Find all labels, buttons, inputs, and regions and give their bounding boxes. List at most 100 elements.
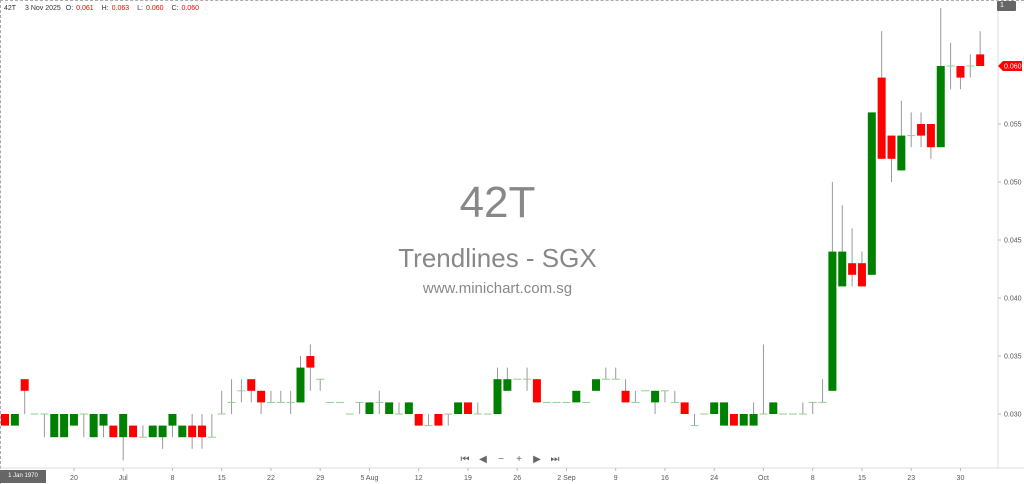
candle-down [109, 425, 118, 438]
go-last-button[interactable]: ⏭ [550, 454, 560, 465]
time-tick-label: 23 [907, 475, 915, 482]
candle-up [749, 414, 758, 426]
time-tick-label: Oct [758, 475, 769, 482]
zoom-out-button[interactable]: − [498, 454, 504, 465]
candle-up [651, 390, 660, 403]
candle-down [414, 414, 423, 426]
time-tick-label: 9 [614, 475, 618, 482]
scroll-left-button[interactable]: ◀ [479, 454, 487, 465]
candle-down [976, 54, 985, 66]
price-tick-label: 0.045 [1004, 238, 1022, 245]
candle-down [729, 414, 738, 426]
candle-up [572, 390, 581, 403]
crosshair-date-label: 1 Jan 1970 [0, 470, 46, 483]
candle-down [621, 390, 630, 403]
time-tick-label: 22 [267, 475, 275, 482]
candle-up [69, 414, 78, 426]
candle-down [877, 77, 886, 159]
time-tick-label: 26 [513, 475, 521, 482]
candle-up [828, 251, 837, 391]
time-tick-label: 20 [70, 475, 78, 482]
price-tick-label: 0.040 [1004, 296, 1022, 303]
candle-down [247, 379, 256, 391]
watermark-name: Trendlines - SGX [398, 243, 597, 273]
price-tick-label: 0.035 [1004, 354, 1022, 361]
candle-down [956, 66, 965, 78]
time-tick-label: 8 [170, 475, 174, 482]
candle-up [710, 402, 719, 414]
candle-up [493, 379, 502, 414]
candle-up [936, 66, 945, 148]
time-tick-label: 5 Aug [360, 475, 378, 482]
candle-down [198, 425, 206, 438]
candle-up [158, 425, 167, 438]
time-tick-label: 15 [218, 475, 226, 482]
candle-up [148, 425, 157, 438]
last-price-label: 0.060 [1004, 64, 1022, 71]
time-tick-label: 15 [858, 475, 866, 482]
time-tick-label: Jul [119, 475, 128, 482]
go-first-button[interactable]: ⏮ [460, 454, 470, 465]
price-tick-label: 0.050 [1004, 180, 1022, 187]
open-label: O: [65, 5, 74, 12]
candle-down [857, 263, 866, 287]
watermark-code: 42T [459, 178, 536, 227]
candle-up [178, 425, 187, 438]
time-tick-label: 19 [464, 475, 472, 482]
chart-navigation: ⏮ ◀ − + ▶ ⏭ [460, 454, 560, 465]
ohlc-info-bar: 42T 3 Nov 2025 O: 0.061 H: 0.063 L: 0.060 C… [4, 5, 205, 12]
candle-up [769, 402, 778, 414]
candle-up [739, 414, 748, 426]
time-tick-label: 29 [316, 475, 324, 482]
time-tick-label: 12 [415, 475, 423, 482]
time-tick-label: 2 Sep [557, 475, 575, 482]
high-value: 0.063 [111, 5, 130, 12]
scroll-right-button[interactable]: ▶ [533, 454, 541, 465]
price-tick-label: 0.030 [1004, 412, 1022, 419]
candle-up [60, 414, 69, 438]
candle-down [848, 263, 857, 275]
high-label: H: [101, 5, 109, 12]
price-tick-label: 0.055 [1004, 122, 1022, 129]
symbol-label: 42T [4, 5, 17, 12]
candle-up [365, 402, 374, 414]
candle-up [89, 414, 98, 438]
candle-up [50, 414, 59, 438]
time-tick-label: 30 [957, 475, 965, 482]
last-price-tag [998, 61, 1022, 71]
page-indicator[interactable]: 1 [997, 1, 1016, 11]
candle-up [897, 135, 906, 171]
zoom-in-button[interactable]: + [516, 454, 522, 465]
close-value: 0.060 [181, 5, 199, 12]
candle-down [887, 135, 896, 159]
candle-up [592, 379, 600, 391]
candle-down [257, 390, 266, 403]
candle-up [296, 367, 305, 403]
candle-up [10, 414, 19, 426]
candle-down [532, 379, 541, 403]
candle-up [385, 402, 394, 414]
candle-down [917, 124, 926, 136]
candle-up [867, 112, 876, 275]
candle-up [99, 414, 108, 426]
candle-up [838, 251, 847, 287]
low-label: L: [137, 5, 143, 12]
candle-up [720, 402, 729, 426]
candle-down [306, 356, 315, 368]
candle-down [20, 379, 29, 391]
candle-down [188, 425, 197, 438]
candle-up [168, 414, 177, 426]
candle-down [129, 425, 138, 438]
candle-up [454, 402, 463, 414]
candle-down [434, 414, 443, 426]
candle-up [503, 379, 512, 391]
candle-up [119, 414, 128, 438]
candle-down [1, 414, 9, 426]
close-label: C: [171, 5, 179, 12]
candle-down [680, 402, 689, 414]
candle-down [463, 402, 472, 414]
time-tick-label: 16 [661, 475, 669, 482]
time-tick-label: 8 [811, 475, 815, 482]
